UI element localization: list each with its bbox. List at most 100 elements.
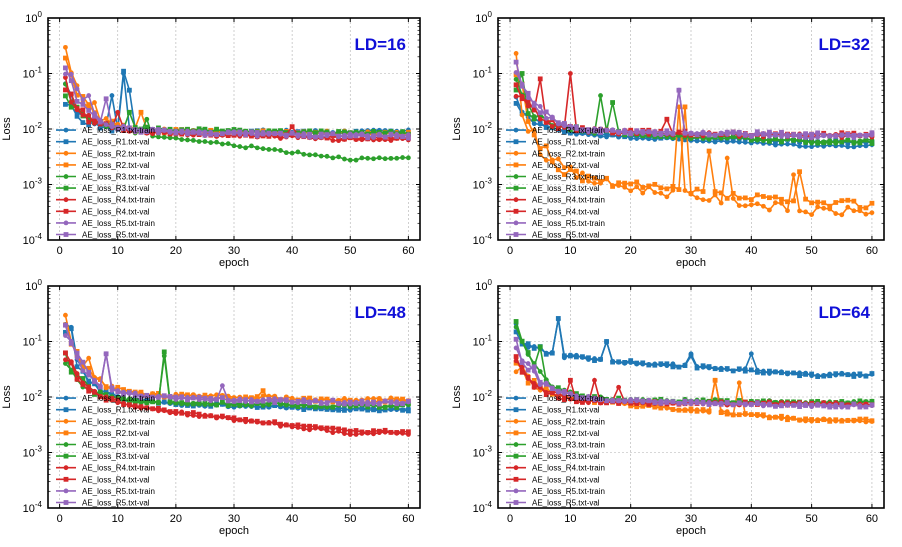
legend-label: AE_loss_R4.txt-train — [532, 196, 605, 205]
data-point — [869, 210, 875, 216]
data-point — [138, 109, 144, 115]
data-point — [809, 212, 815, 218]
data-point — [767, 138, 772, 144]
data-point — [754, 136, 760, 142]
data-point — [724, 155, 730, 161]
data-point — [249, 418, 254, 424]
data-point — [567, 391, 573, 397]
data-point — [260, 131, 266, 137]
data-point — [342, 407, 347, 413]
data-point — [196, 394, 202, 400]
data-point — [156, 394, 161, 400]
data-point — [318, 406, 324, 412]
data-point — [219, 395, 225, 401]
data-point — [537, 379, 543, 385]
data-point — [513, 87, 519, 93]
data-point — [791, 132, 796, 137]
data-point — [115, 126, 121, 132]
legend-label: AE_loss_R3.txt-train — [532, 441, 605, 450]
legend-label: AE_loss_R4.txt-val — [82, 207, 150, 216]
data-point — [646, 398, 652, 404]
legend-label: AE_loss_R1.txt-train — [82, 126, 155, 135]
data-point — [537, 110, 543, 116]
data-point — [519, 83, 525, 89]
data-point — [712, 377, 718, 383]
data-point — [382, 427, 388, 433]
data-point — [640, 398, 646, 404]
data-point — [80, 102, 86, 107]
data-point — [179, 137, 185, 142]
legend-marker — [63, 185, 69, 191]
data-point — [243, 132, 249, 138]
data-point — [574, 168, 579, 174]
data-point — [283, 422, 289, 428]
data-point — [86, 365, 92, 371]
data-point — [592, 175, 597, 181]
data-point — [365, 135, 371, 141]
data-point — [190, 137, 196, 143]
data-point — [353, 401, 359, 406]
data-point — [272, 419, 278, 425]
data-point — [791, 198, 796, 204]
data-point — [718, 131, 724, 136]
data-point — [700, 399, 706, 405]
y-tick-label: 10-3 — [23, 445, 43, 460]
legend-marker — [63, 465, 69, 471]
data-point — [318, 128, 324, 134]
data-point — [706, 132, 712, 138]
chart-panel: 0 10 20 30 40 50 60 10-4 10-3 10-2 10-1 100 epoch Los… — [1, 10, 421, 269]
data-point — [74, 106, 80, 111]
x-tick-label: 50 — [344, 513, 356, 525]
data-point — [121, 68, 126, 74]
data-point — [74, 86, 80, 92]
data-point — [278, 397, 283, 402]
data-point — [68, 360, 74, 366]
data-point — [324, 425, 330, 431]
legend-marker — [513, 442, 519, 447]
data-point — [833, 404, 839, 410]
y-axis-label: Loss — [1, 117, 13, 141]
data-point — [196, 139, 202, 144]
data-point — [63, 71, 68, 77]
data-point — [537, 116, 543, 122]
data-point — [851, 417, 857, 423]
data-point — [851, 401, 857, 407]
data-point — [682, 407, 688, 413]
data-point — [295, 149, 301, 155]
data-point — [791, 137, 796, 143]
data-point — [219, 131, 225, 137]
data-point — [604, 398, 609, 404]
data-point — [214, 414, 219, 420]
legend-marker — [63, 150, 69, 156]
data-point — [857, 416, 863, 422]
data-point — [549, 124, 555, 129]
data-point — [167, 128, 173, 134]
data-point — [525, 98, 531, 104]
data-point — [754, 412, 760, 417]
data-point — [324, 153, 330, 159]
data-point — [208, 131, 214, 137]
data-point — [525, 341, 531, 347]
data-point — [144, 129, 150, 134]
legend-marker — [513, 395, 519, 401]
data-point — [863, 132, 869, 138]
data-point — [652, 190, 658, 195]
data-point — [748, 412, 754, 418]
data-point — [688, 131, 694, 136]
data-point — [664, 186, 670, 192]
data-point — [525, 367, 531, 373]
data-point — [712, 401, 718, 407]
data-point — [260, 398, 266, 404]
data-point — [537, 120, 543, 125]
data-point — [561, 397, 567, 403]
data-point — [736, 400, 742, 406]
data-point — [622, 180, 628, 186]
data-point — [724, 366, 730, 371]
data-point — [839, 198, 845, 204]
data-point — [121, 391, 126, 397]
data-point — [68, 341, 74, 346]
data-point — [773, 369, 778, 375]
data-point — [549, 386, 555, 392]
data-point — [161, 127, 167, 133]
x-tick-label: 10 — [112, 513, 124, 525]
